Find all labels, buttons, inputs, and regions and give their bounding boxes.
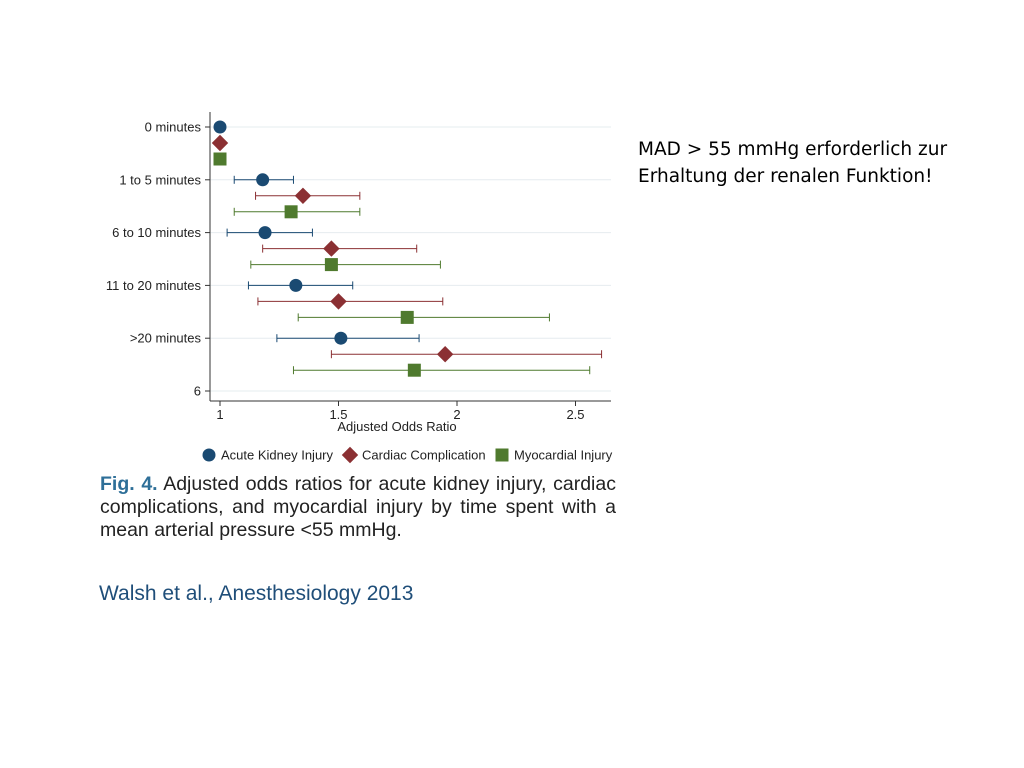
myocardial-injury-marker [284, 205, 298, 219]
myocardial-injury-marker [213, 152, 227, 166]
cardiac-complication-marker [294, 187, 312, 204]
legend-acute-kidney-injury-marker [202, 448, 216, 462]
legend-myocardial-injury-label: Myocardial Injury [514, 448, 613, 463]
x-tick-label: 2 [453, 407, 460, 422]
legend-acute-kidney-injury-label: Acute Kidney Injury [221, 448, 334, 463]
legend-cardiac-complication-label: Cardiac Complication [362, 448, 486, 463]
y-tick-label: 0 minutes [145, 120, 202, 135]
note-line-1: MAD > 55 mmHg erforderlich zur [638, 139, 948, 160]
acute-kidney-injury-marker [258, 226, 272, 240]
acute-kidney-injury-marker [289, 278, 303, 292]
x-tick-label: 2.5 [566, 407, 584, 422]
note-text: MAD > 55 mmHg erforderlich zur Erhaltung… [638, 136, 968, 190]
figure-label: Fig. 4. [100, 473, 158, 495]
legend-myocardial-injury-marker [495, 448, 509, 462]
acute-kidney-injury-marker [213, 120, 227, 134]
cardiac-complication-marker [330, 293, 347, 310]
y-tick-label: 6 to 10 minutes [112, 225, 201, 240]
y-tick-label: 1 to 5 minutes [119, 172, 201, 187]
myocardial-injury-marker [324, 258, 338, 272]
acute-kidney-injury-marker [256, 173, 270, 187]
y-tick-label: 6 [194, 384, 201, 399]
figure-caption: Fig. 4. Adjusted odds ratios for acute k… [100, 473, 616, 542]
myocardial-injury-marker [407, 363, 421, 377]
cardiac-complication-marker [323, 240, 340, 257]
cardiac-complication-marker [211, 134, 229, 152]
x-tick-label: 1 [216, 407, 223, 422]
y-tick-label: >20 minutes [130, 331, 202, 346]
x-tick-label: 1.5 [329, 407, 347, 422]
cardiac-complication-marker [436, 346, 454, 363]
citation: Walsh et al., Anesthesiology 2013 [99, 582, 414, 605]
myocardial-injury-marker [400, 310, 414, 324]
figure-caption-text: Adjusted odds ratios for acute kidney in… [100, 473, 616, 541]
y-tick-label: 11 to 20 minutes [106, 278, 202, 293]
legend-cardiac-complication-marker [341, 446, 359, 464]
acute-kidney-injury-marker [334, 331, 348, 345]
x-axis-title: Adjusted Odds Ratio [337, 419, 456, 434]
note-line-2: Erhaltung der renalen Funktion! [638, 166, 933, 187]
